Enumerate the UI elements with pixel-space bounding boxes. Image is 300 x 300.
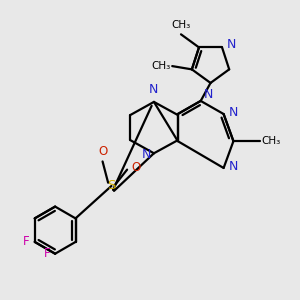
Text: N: N (229, 106, 238, 119)
Text: N: N (204, 88, 214, 101)
Text: F: F (44, 247, 50, 260)
Text: F: F (23, 235, 30, 248)
Text: O: O (131, 161, 140, 175)
Text: CH₃: CH₃ (171, 20, 190, 30)
Text: CH₃: CH₃ (151, 61, 171, 71)
Text: O: O (98, 145, 107, 158)
Text: S: S (107, 179, 116, 193)
Text: N: N (149, 83, 159, 96)
Text: N: N (227, 38, 236, 51)
Text: N: N (141, 148, 151, 161)
Text: CH₃: CH₃ (261, 136, 280, 146)
Text: N: N (229, 160, 238, 173)
